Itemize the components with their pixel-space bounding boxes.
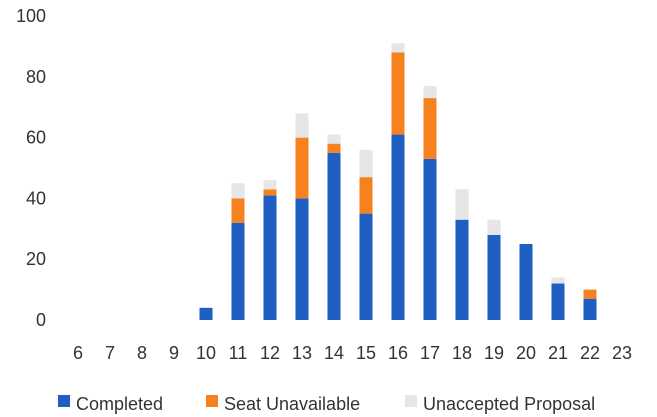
x-tick-label: 19 (484, 343, 504, 363)
bar-segment-unaccepted-proposal (487, 219, 501, 235)
legend-label-unaccepted-proposal: Unaccepted Proposal (423, 394, 595, 414)
x-tick-label: 9 (169, 343, 179, 363)
bar-segment-unaccepted-proposal (423, 85, 437, 99)
y-tick-label: 40 (26, 188, 46, 208)
y-tick-label: 60 (26, 128, 46, 148)
bar-segment-seat-unavailable (295, 137, 309, 199)
bar-segment-unaccepted-proposal (455, 189, 469, 220)
y-tick-label: 20 (26, 249, 46, 269)
bar-segment-completed (327, 152, 341, 320)
x-tick-label: 7 (105, 343, 115, 363)
x-tick-label: 12 (260, 343, 280, 363)
bar-segment-completed (583, 298, 597, 320)
bar-segment-completed (519, 244, 533, 320)
bar-segment-seat-unavailable (583, 289, 597, 299)
bar-segment-seat-unavailable (391, 52, 405, 135)
legend-item-unaccepted-proposal: Unaccepted Proposal (405, 394, 595, 414)
legend-item-seat-unavailable: Seat Unavailable (206, 394, 360, 414)
bar-segment-unaccepted-proposal (391, 43, 405, 53)
legend-swatch-completed (58, 395, 70, 407)
bar-segment-unaccepted-proposal (327, 134, 341, 144)
y-axis: 0 20 40 60 80 100 (16, 6, 46, 330)
x-tick-label: 13 (292, 343, 312, 363)
legend-label-completed: Completed (76, 394, 163, 414)
bar-segment-seat-unavailable (327, 143, 341, 153)
x-tick-label: 21 (548, 343, 568, 363)
bar-segment-completed (231, 222, 245, 320)
legend-swatch-unaccepted-proposal (405, 395, 417, 407)
x-tick-label: 22 (580, 343, 600, 363)
y-tick-label: 100 (16, 6, 46, 26)
x-tick-label: 14 (324, 343, 344, 363)
bar-segment-unaccepted-proposal (359, 149, 373, 178)
x-tick-label: 15 (356, 343, 376, 363)
x-tick-label: 10 (196, 343, 216, 363)
bar-segment-seat-unavailable (231, 198, 245, 223)
bar-segment-seat-unavailable (423, 98, 437, 159)
x-tick-label: 18 (452, 343, 472, 363)
bar-segment-unaccepted-proposal (263, 180, 277, 190)
x-tick-label: 17 (420, 343, 440, 363)
x-tick-label: 8 (137, 343, 147, 363)
bar-segment-completed (423, 158, 437, 320)
bar-segment-completed (359, 213, 373, 320)
y-tick-label: 0 (36, 310, 46, 330)
x-axis: 6 7 8 9 10 11 12 13 14 15 16 17 18 19 20 21 22 23 (73, 343, 632, 363)
x-tick-label: 23 (612, 343, 632, 363)
x-tick-label: 11 (229, 343, 248, 363)
bar-segment-completed (455, 219, 469, 320)
bar-segment-completed (391, 134, 405, 320)
bar-segment-completed (295, 198, 309, 320)
bar-segment-completed (199, 307, 213, 320)
bar-segment-unaccepted-proposal (551, 277, 565, 284)
bar-segment-completed (487, 234, 501, 320)
bar-segment-seat-unavailable (359, 177, 373, 214)
bar-segment-completed (551, 283, 565, 320)
bar-segment-seat-unavailable (263, 189, 277, 196)
bar-segment-unaccepted-proposal (295, 113, 309, 138)
legend-label-seat-unavailable: Seat Unavailable (224, 394, 360, 414)
y-tick-label: 80 (26, 67, 46, 87)
legend: Completed Seat Unavailable Unaccepted Pr… (58, 394, 595, 414)
x-tick-label: 6 (73, 343, 83, 363)
x-tick-label: 20 (516, 343, 536, 363)
legend-item-completed: Completed (58, 394, 163, 414)
bar-segment-unaccepted-proposal (231, 183, 245, 199)
x-tick-label: 16 (388, 343, 408, 363)
bar-segment-completed (263, 195, 277, 320)
legend-swatch-seat-unavailable (206, 395, 218, 407)
bars (199, 43, 597, 320)
